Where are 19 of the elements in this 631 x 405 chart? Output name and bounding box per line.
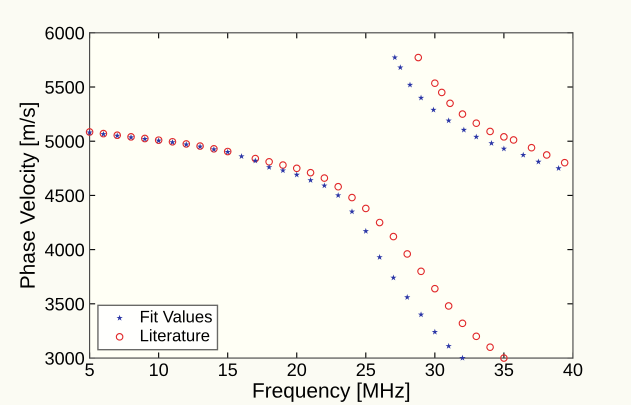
x-tick-label: 5 <box>85 364 94 376</box>
x-tick-label: 15 <box>219 364 237 376</box>
x-tick-label: 10 <box>150 363 168 376</box>
legend-label: Fit Values <box>140 310 212 323</box>
y-tick-label: 4500 <box>44 189 84 202</box>
legend-label: Literature <box>140 329 210 342</box>
y-tick-label: 4000 <box>44 244 84 256</box>
x-tick-label: 30 <box>425 363 444 376</box>
y-tick-label: 5500 <box>45 80 84 94</box>
y-tick-label: 6000 <box>45 26 84 40</box>
y-axis-title: Phase Velocity [m/s] <box>20 103 40 288</box>
y-tick-label: 5000 <box>45 135 84 148</box>
x-tick-label: 40 <box>563 363 582 376</box>
x-axis-title: Frequency [MHz] <box>254 382 410 402</box>
y-tick-label: 3500 <box>45 298 84 311</box>
x-tick-label: 35 <box>494 363 514 376</box>
x-tick-label: 25 <box>356 363 376 376</box>
y-tick-label: 3000 <box>45 352 84 365</box>
x-tick-label: 20 <box>288 363 306 376</box>
